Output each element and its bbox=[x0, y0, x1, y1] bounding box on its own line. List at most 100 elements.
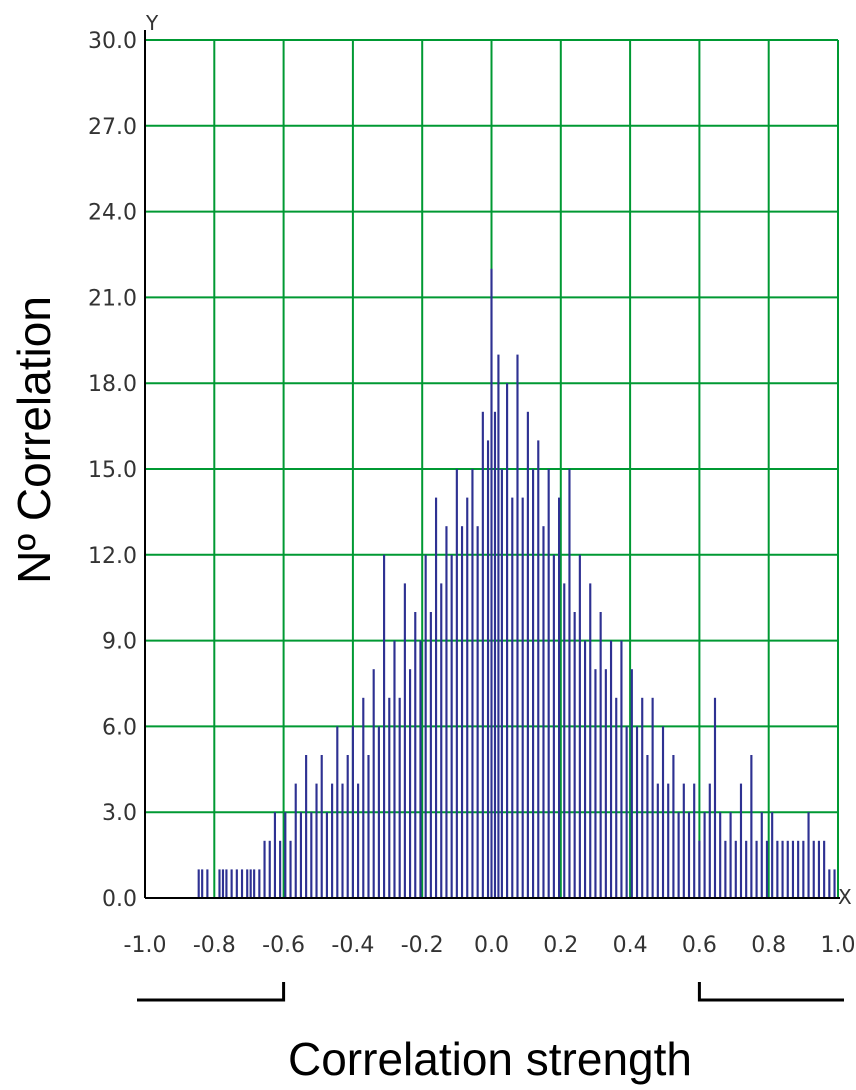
histogram-bar bbox=[450, 554, 453, 898]
histogram-bar bbox=[755, 840, 758, 898]
histogram-bar bbox=[367, 755, 370, 898]
histogram-bar bbox=[414, 612, 417, 898]
histogram-bar bbox=[377, 726, 380, 898]
y-tick-label: 15.0 bbox=[88, 458, 137, 483]
histogram-bar bbox=[703, 812, 706, 898]
histogram-bar bbox=[351, 726, 354, 898]
x-tick-label: 0.8 bbox=[751, 933, 786, 958]
histogram-bar bbox=[708, 783, 711, 898]
histogram-bar bbox=[320, 755, 323, 898]
histogram-bar bbox=[724, 840, 727, 898]
histogram-bar bbox=[672, 755, 675, 898]
histogram-bar bbox=[230, 869, 233, 898]
histogram-bar bbox=[362, 697, 365, 898]
histogram-bar bbox=[279, 840, 282, 898]
histogram-bar bbox=[833, 869, 836, 898]
histogram-bar bbox=[419, 640, 422, 898]
x-axis-letter: X bbox=[838, 885, 852, 909]
histogram-bar bbox=[500, 469, 503, 898]
x-tick-label: -0.4 bbox=[331, 933, 374, 958]
histogram-bar bbox=[609, 640, 613, 898]
histogram-bar bbox=[625, 726, 628, 898]
histogram-bar bbox=[802, 840, 805, 898]
histogram-bar bbox=[336, 726, 339, 898]
histogram-bar bbox=[497, 354, 500, 899]
histogram-bar bbox=[372, 669, 375, 898]
histogram-bar bbox=[481, 411, 484, 898]
histogram-bar bbox=[765, 840, 769, 898]
histogram-bar bbox=[253, 869, 256, 898]
histogram-bar bbox=[729, 812, 732, 898]
histogram-bar bbox=[511, 497, 514, 898]
histogram-bar bbox=[589, 583, 592, 898]
x-axis-title: Correlation strength bbox=[288, 1033, 692, 1085]
x-tick-label: -0.8 bbox=[193, 933, 236, 958]
y-tick-label: 30.0 bbox=[88, 29, 137, 54]
histogram-bar bbox=[750, 755, 753, 898]
histogram-bar bbox=[526, 411, 529, 898]
histogram-bar bbox=[615, 697, 618, 898]
histogram-bar bbox=[466, 497, 469, 898]
histogram-bar bbox=[424, 554, 427, 898]
histogram-bar bbox=[440, 583, 443, 898]
histogram-bar bbox=[310, 812, 313, 898]
y-tick-label: 6.0 bbox=[102, 715, 137, 740]
x-tick-label: 0.4 bbox=[613, 933, 648, 958]
y-tick-label: 21.0 bbox=[88, 286, 137, 311]
histogram-bar bbox=[235, 869, 238, 898]
histogram-bar bbox=[698, 840, 701, 898]
histogram-bar bbox=[573, 612, 576, 898]
histogram-bar bbox=[249, 869, 252, 898]
histogram-bar bbox=[273, 812, 277, 898]
histogram-bar bbox=[599, 612, 602, 898]
histogram-bar bbox=[506, 383, 509, 898]
histogram-bar bbox=[218, 869, 221, 898]
histogram-bar bbox=[521, 497, 524, 898]
histogram-bar bbox=[331, 783, 334, 898]
histogram-bar bbox=[781, 840, 784, 898]
histogram-bar bbox=[656, 783, 659, 898]
x-tick-label: 1.0 bbox=[821, 933, 856, 958]
histogram-bar bbox=[734, 840, 737, 898]
histogram-bar bbox=[398, 697, 401, 898]
histogram-bar bbox=[687, 812, 691, 898]
histogram-bar bbox=[823, 840, 826, 898]
y-tick-label: 12.0 bbox=[88, 544, 137, 569]
histogram-bar bbox=[786, 840, 789, 898]
histogram-bar bbox=[516, 354, 519, 899]
histogram-bar bbox=[532, 469, 535, 898]
histogram-bar bbox=[557, 497, 561, 898]
axes bbox=[144, 30, 840, 899]
histogram-bar bbox=[563, 583, 566, 898]
y-tick-label: 24.0 bbox=[88, 201, 137, 226]
histogram-bar bbox=[771, 812, 774, 898]
histogram-bar bbox=[341, 783, 344, 898]
histogram-bar bbox=[268, 840, 271, 898]
histogram-bar bbox=[246, 869, 249, 898]
histogram-bar bbox=[719, 812, 722, 898]
histogram-bar bbox=[201, 869, 204, 898]
histogram-bar bbox=[393, 640, 396, 898]
y-tick-label: 0.0 bbox=[102, 887, 137, 912]
histogram-bar bbox=[206, 869, 209, 898]
histogram-bar bbox=[294, 783, 297, 898]
y-axis-title: Nº Correlation bbox=[8, 296, 60, 584]
histogram-bar bbox=[289, 840, 292, 898]
histogram-bar bbox=[635, 726, 639, 898]
histogram-bar bbox=[225, 869, 228, 898]
x-tick-label: 0.6 bbox=[682, 933, 717, 958]
histogram-bar bbox=[445, 526, 448, 898]
histogram-bar bbox=[305, 755, 308, 898]
histogram-bar bbox=[739, 783, 743, 898]
histogram-bar bbox=[578, 554, 581, 898]
histogram-bar bbox=[490, 268, 493, 898]
histogram-bar bbox=[568, 469, 571, 898]
histogram-bar bbox=[552, 554, 555, 898]
histogram-bar bbox=[594, 669, 597, 898]
histogram-bar bbox=[682, 783, 685, 898]
histogram-bar bbox=[460, 526, 464, 898]
range-brackets bbox=[137, 982, 844, 1002]
histogram-bar bbox=[797, 840, 800, 898]
histogram-bar bbox=[476, 526, 479, 898]
histogram-bar bbox=[667, 783, 670, 898]
